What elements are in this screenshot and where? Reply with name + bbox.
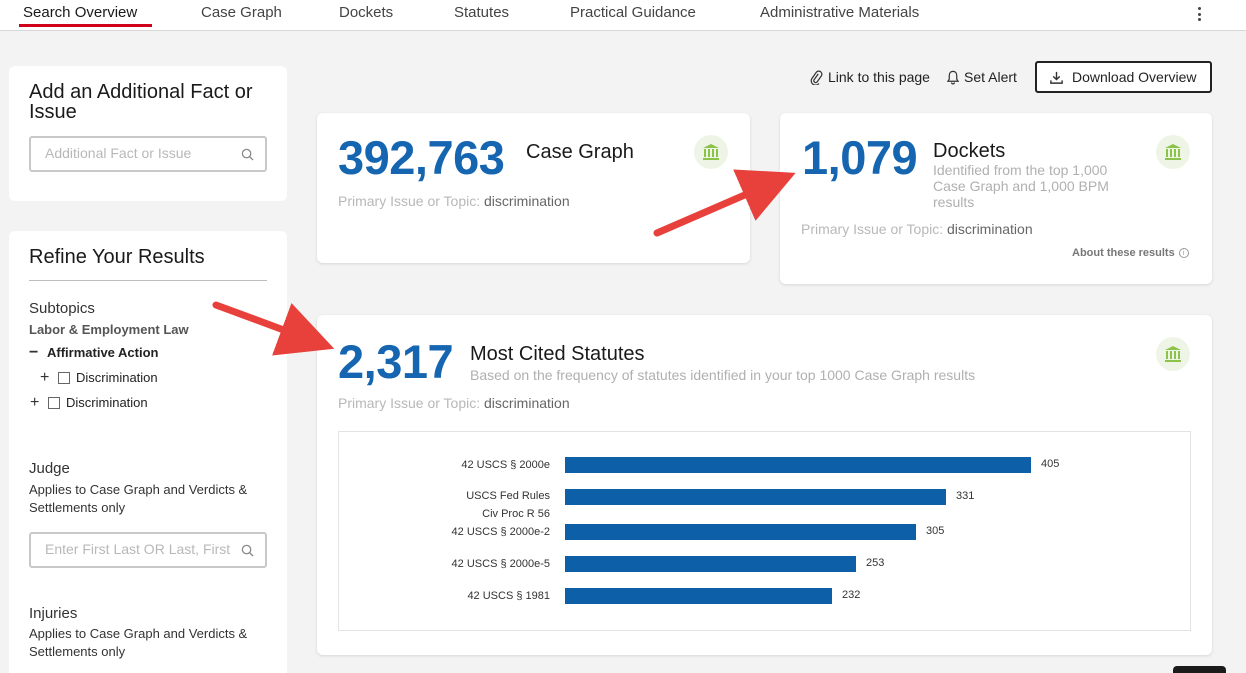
expand-icon[interactable]: + [30, 393, 40, 411]
injuries-note: Applies to Case Graph and Verdicts & Set… [29, 626, 248, 659]
expand-icon[interactable]: + [40, 368, 50, 386]
paperclip-icon [810, 69, 823, 85]
tab-dockets[interactable]: Dockets [339, 4, 394, 21]
statutes-topic: Primary Issue or Topic: discrimination [338, 395, 570, 411]
case-graph-count: 392,763 [338, 131, 505, 184]
subtopic-label: Affirmative Action [47, 345, 159, 360]
judge-input[interactable] [45, 541, 235, 557]
case-graph-topic: Primary Issue or Topic: discrimination [338, 193, 570, 209]
bar-value-label: 305 [926, 525, 945, 537]
link-to-page[interactable]: Link to this page [809, 69, 930, 85]
dockets-description: Identified from the top 1,000 Case Graph… [933, 162, 1109, 210]
bar-value-label: 405 [1041, 458, 1060, 470]
subtopics-category: Labor & Employment Law [29, 322, 189, 337]
case-graph-title: Case Graph [526, 141, 634, 163]
statutes-card[interactable]: 2,317 Most Cited Statutes Based on the f… [317, 315, 1212, 655]
subtopic-discrimination-nested[interactable]: + Discrimination [40, 368, 158, 386]
bar-category-label: 42 USCS § 1981 [467, 590, 550, 602]
bell-icon [946, 70, 960, 84]
add-fact-panel: Add an Additional Fact or Issue [9, 66, 287, 201]
subtopic-discrimination[interactable]: + Discrimination [30, 393, 148, 411]
bar[interactable] [565, 524, 916, 540]
tab-practical-guidance[interactable]: Practical Guidance [570, 4, 696, 21]
search-icon[interactable] [241, 148, 254, 161]
case-graph-card[interactable]: 392,763 Case Graph Primary Issue or Topi… [317, 113, 750, 263]
subtopic-checkbox[interactable] [48, 396, 60, 409]
add-fact-search [29, 136, 267, 172]
bar-category-label: USCS Fed Rules Civ Proc R 56 [466, 490, 550, 520]
info-icon: i [1178, 248, 1189, 258]
search-icon[interactable] [241, 544, 254, 557]
judge-search [29, 532, 267, 568]
dockets-count: 1,079 [802, 131, 918, 184]
add-fact-input[interactable] [45, 145, 235, 161]
about-results-link[interactable]: About these results i [1072, 247, 1189, 259]
injuries-heading: Injuries [29, 605, 78, 622]
dockets-topic: Primary Issue or Topic: discrimination [801, 221, 1033, 237]
collapse-icon[interactable]: − [29, 343, 39, 361]
subtopic-label: Discrimination [76, 370, 158, 385]
tab-administrative-materials[interactable]: Administrative Materials [760, 4, 920, 21]
tab-case-graph[interactable]: Case Graph [201, 4, 282, 21]
bar-value-label: 331 [956, 490, 975, 502]
bar[interactable] [565, 489, 946, 505]
judge-heading: Judge [29, 460, 70, 477]
more-options-icon[interactable] [1192, 5, 1206, 23]
subtopic-label: Discrimination [66, 395, 148, 410]
refine-results-panel: Refine Your Results Subtopics Labor & Em… [9, 231, 287, 673]
subtopic-affirmative-action[interactable]: − Affirmative Action [29, 343, 159, 361]
statutes-description: Based on the frequency of statutes ident… [470, 367, 976, 383]
bar-category-label: 42 USCS § 2000e-5 [451, 558, 550, 570]
courthouse-icon [1156, 135, 1190, 169]
refine-title: Refine Your Results [29, 246, 205, 268]
tab-search-overview[interactable]: Search Overview [23, 4, 138, 21]
bar[interactable] [565, 556, 856, 572]
tab-statutes[interactable]: Statutes [454, 4, 510, 21]
floating-widget[interactable] [1173, 666, 1226, 673]
active-tab-indicator [19, 24, 152, 27]
bar-category-label: 42 USCS § 2000e [461, 459, 550, 471]
subtopic-checkbox[interactable] [58, 371, 70, 384]
download-overview-button[interactable]: Download Overview [1035, 61, 1212, 93]
add-fact-title: Add an Additional Fact or Issue [29, 81, 253, 123]
statutes-count: 2,317 [338, 335, 454, 388]
bar-value-label: 232 [842, 589, 861, 601]
subtopics-heading: Subtopics [29, 300, 95, 317]
refine-divider [29, 280, 267, 281]
set-alert[interactable]: Set Alert [946, 69, 1017, 85]
courthouse-icon [1156, 337, 1190, 371]
dockets-card[interactable]: 1,079 Dockets Identified from the top 1,… [780, 113, 1212, 284]
top-tab-bar: Search Overview Case Graph Dockets Statu… [0, 0, 1246, 31]
judge-note: Applies to Case Graph and Verdicts & Set… [29, 482, 248, 515]
bar[interactable] [565, 588, 832, 604]
download-icon [1050, 71, 1063, 84]
bar-category-label: 42 USCS § 2000e-2 [451, 526, 550, 538]
bar-value-label: 253 [866, 557, 885, 569]
dockets-title: Dockets [933, 140, 1006, 162]
bar[interactable] [565, 457, 1031, 473]
statutes-title: Most Cited Statutes [470, 343, 645, 365]
statutes-bar-chart: 42 USCS § 2000e 405 USCS Fed Rules Civ Pro… [338, 431, 1191, 631]
courthouse-icon [694, 135, 728, 169]
